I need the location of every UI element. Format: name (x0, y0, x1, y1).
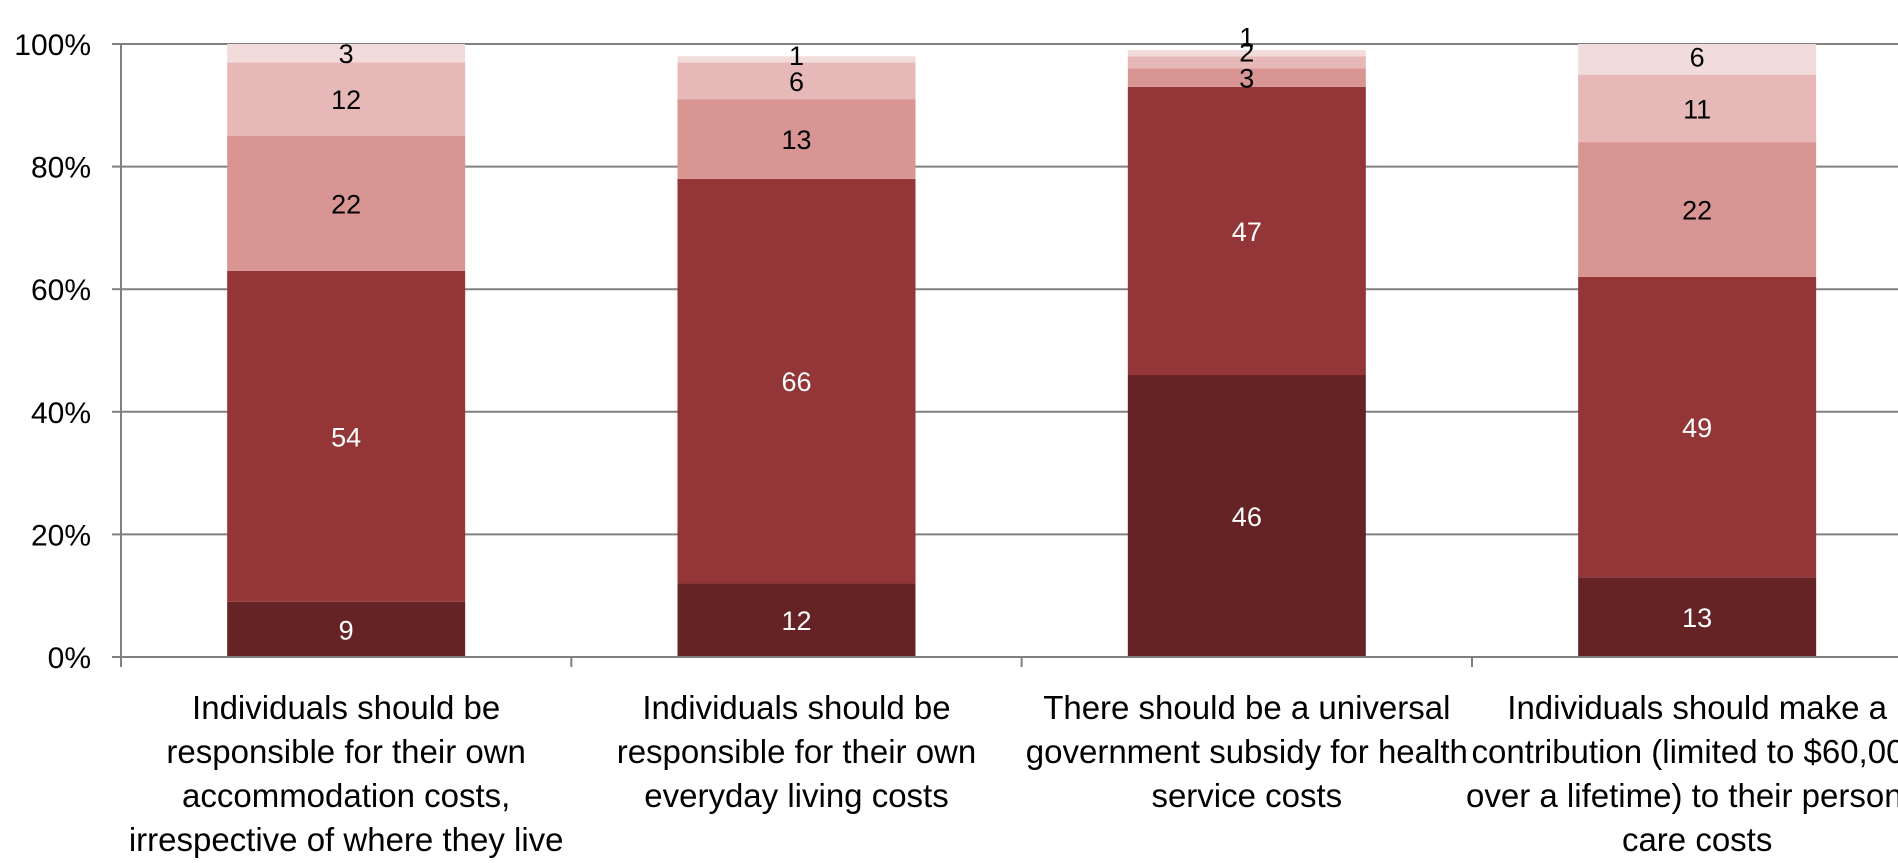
y-tick-label: 20% (31, 519, 91, 552)
data-label: 13 (1682, 603, 1712, 633)
y-tick-label: 100% (14, 29, 91, 62)
x-category-label: Individuals should make a contribution (l… (1466, 689, 1898, 858)
data-label: 11 (1683, 94, 1711, 124)
data-label: 12 (781, 606, 811, 636)
x-category-label-line: service costs (1151, 777, 1342, 814)
x-category-label-line: There should be a universal (1043, 689, 1450, 726)
x-category-label-line: responsible for their own (166, 733, 526, 770)
bar-segment (1127, 68, 1366, 87)
data-label: 49 (1682, 413, 1712, 443)
x-category-label-line: over a lifetime) to their personal (1466, 777, 1898, 814)
data-label: 22 (331, 189, 361, 219)
bar-segment (1578, 44, 1817, 75)
bar-segment (1127, 375, 1366, 657)
data-label: 6 (1690, 42, 1705, 72)
x-category-label-line: irrespective of where they live (129, 821, 564, 858)
data-label: 47 (1232, 217, 1262, 247)
y-tick-label: 80% (31, 152, 91, 185)
axes: 0% 20% 40% 60% 80% 100% Individuals should be r… (14, 29, 1898, 858)
bar-segment (227, 601, 466, 657)
x-category-label-line: contribution (limited to $60,000 (1472, 733, 1898, 770)
bar-segment (227, 44, 466, 63)
data-label: 1 (1239, 22, 1254, 52)
bars (227, 44, 1817, 657)
x-category-label-line: care costs (1622, 821, 1772, 858)
x-category-label-line: Individuals should be (642, 689, 950, 726)
x-category-label-line: government subsidy for health (1026, 733, 1468, 770)
bar-segment (1578, 577, 1817, 657)
bar-segment (1578, 74, 1817, 143)
bar-segment (1127, 86, 1366, 376)
data-label: 9 (339, 615, 354, 645)
bar-segment (677, 99, 916, 179)
bar-segment (1578, 142, 1817, 277)
data-label: 13 (781, 125, 811, 155)
data-label: 12 (331, 85, 361, 115)
y-tick-label: 0% (48, 642, 91, 675)
x-category-label-line: Individuals should be (192, 689, 500, 726)
x-category-label: Individuals should be responsible for the… (617, 689, 977, 814)
bar-segment (1127, 56, 1366, 69)
x-category-label: Individuals should be responsible for the… (129, 689, 564, 858)
data-label: 22 (1682, 196, 1712, 226)
bar-segment (677, 583, 916, 657)
bar-segment (677, 178, 916, 584)
bar-segment (1578, 276, 1817, 578)
data-label: 46 (1232, 502, 1262, 532)
x-category-label-line: responsible for their own (617, 733, 977, 770)
x-category-label-line: accommodation costs, (182, 777, 510, 814)
x-category-label-line: everyday living costs (644, 777, 948, 814)
x-category-label-line: Individuals should make a (1507, 689, 1887, 726)
bar-segment (1127, 50, 1366, 57)
data-label: 3 (339, 39, 354, 69)
bar-segment (677, 62, 916, 100)
data-label: 2 (1239, 38, 1254, 68)
data-label: 66 (781, 367, 811, 397)
y-tick-label: 40% (31, 397, 91, 430)
data-label: 3 (1239, 64, 1254, 94)
data-label: 54 (331, 422, 361, 452)
data-label: 6 (789, 67, 804, 97)
bar-segment (227, 270, 466, 602)
bar-segment (677, 56, 916, 63)
y-tick-label: 60% (31, 274, 91, 307)
bar-segment (227, 135, 466, 271)
data-label: 1 (789, 41, 804, 71)
bar-segment (227, 62, 466, 136)
x-category-label: There should be a universal government su… (1026, 689, 1468, 814)
